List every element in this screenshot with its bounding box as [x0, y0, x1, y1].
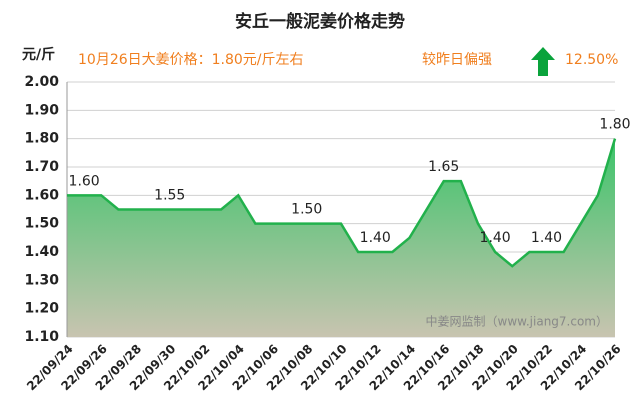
y-tick-label: 2.00 [24, 74, 59, 90]
value-label: 1.40 [531, 230, 562, 246]
y-axis-unit: 元/斤 [22, 46, 55, 63]
value-label: 1.40 [360, 230, 391, 246]
value-label: 1.50 [291, 202, 322, 218]
trend-note: 较昨日偏强 [422, 52, 492, 68]
area [67, 138, 615, 337]
watermark: 中姜网监制（www.jiang7.com） [426, 314, 608, 329]
value-label: 1.60 [69, 173, 100, 189]
change-percent: 12.50% [565, 52, 618, 68]
line [67, 138, 617, 268]
y-tick-label: 1.30 [24, 272, 59, 288]
value-label: 1.55 [154, 188, 185, 204]
y-tick-label: 1.10 [24, 329, 59, 345]
y-tick-label: 1.80 [24, 131, 59, 147]
value-label: 1.40 [480, 230, 511, 246]
chart-title: 安丘一般泥姜价格走势 [235, 11, 405, 32]
y-tick-label: 1.70 [24, 159, 59, 175]
y-tick-label: 1.50 [24, 216, 59, 232]
up-arrow [531, 47, 555, 76]
y-tick-label: 1.20 [24, 301, 59, 317]
value-label: 1.65 [428, 159, 459, 175]
value-label: 1.80 [599, 117, 630, 133]
y-tick-label: 1.60 [24, 187, 59, 203]
price-note: 10月26日大姜价格：1.80元/斤左右 [78, 52, 304, 68]
y-tick-label: 1.40 [24, 244, 59, 260]
y-tick-label: 1.90 [24, 102, 59, 118]
